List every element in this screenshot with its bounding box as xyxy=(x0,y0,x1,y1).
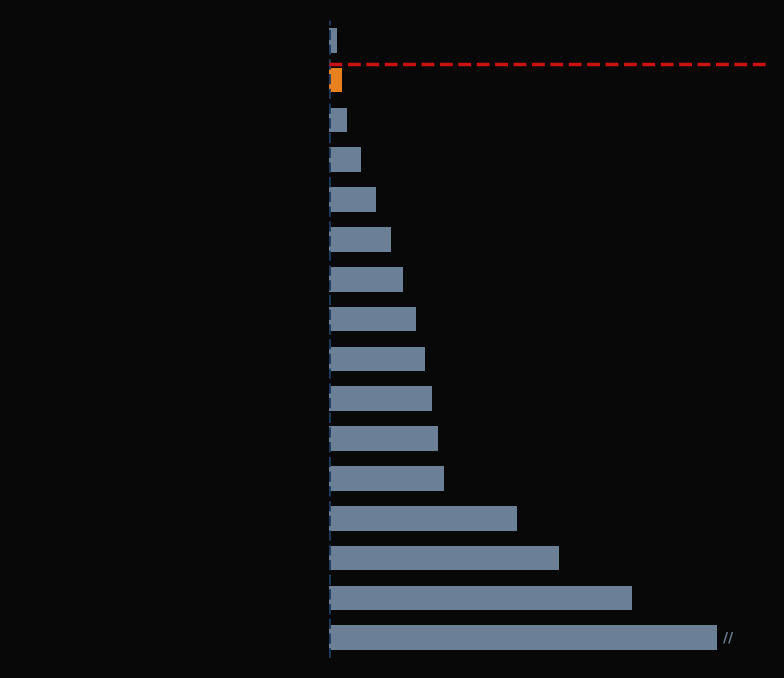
Bar xyxy=(329,267,404,292)
Bar xyxy=(329,586,632,610)
Bar xyxy=(329,306,416,332)
Bar xyxy=(329,506,517,531)
Bar xyxy=(329,426,437,451)
Bar xyxy=(329,625,717,650)
Text: //: // xyxy=(723,631,733,645)
Bar xyxy=(329,187,376,212)
Bar xyxy=(329,546,560,570)
Bar xyxy=(329,386,432,411)
Bar xyxy=(329,147,361,172)
Bar xyxy=(329,227,391,252)
Bar xyxy=(329,28,337,53)
Bar xyxy=(329,346,425,372)
Bar xyxy=(329,108,347,132)
Bar xyxy=(329,466,444,491)
Bar xyxy=(329,68,342,92)
